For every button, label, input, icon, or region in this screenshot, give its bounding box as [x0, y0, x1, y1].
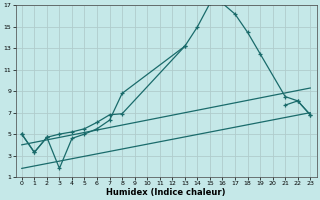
X-axis label: Humidex (Indice chaleur): Humidex (Indice chaleur)	[106, 188, 226, 197]
